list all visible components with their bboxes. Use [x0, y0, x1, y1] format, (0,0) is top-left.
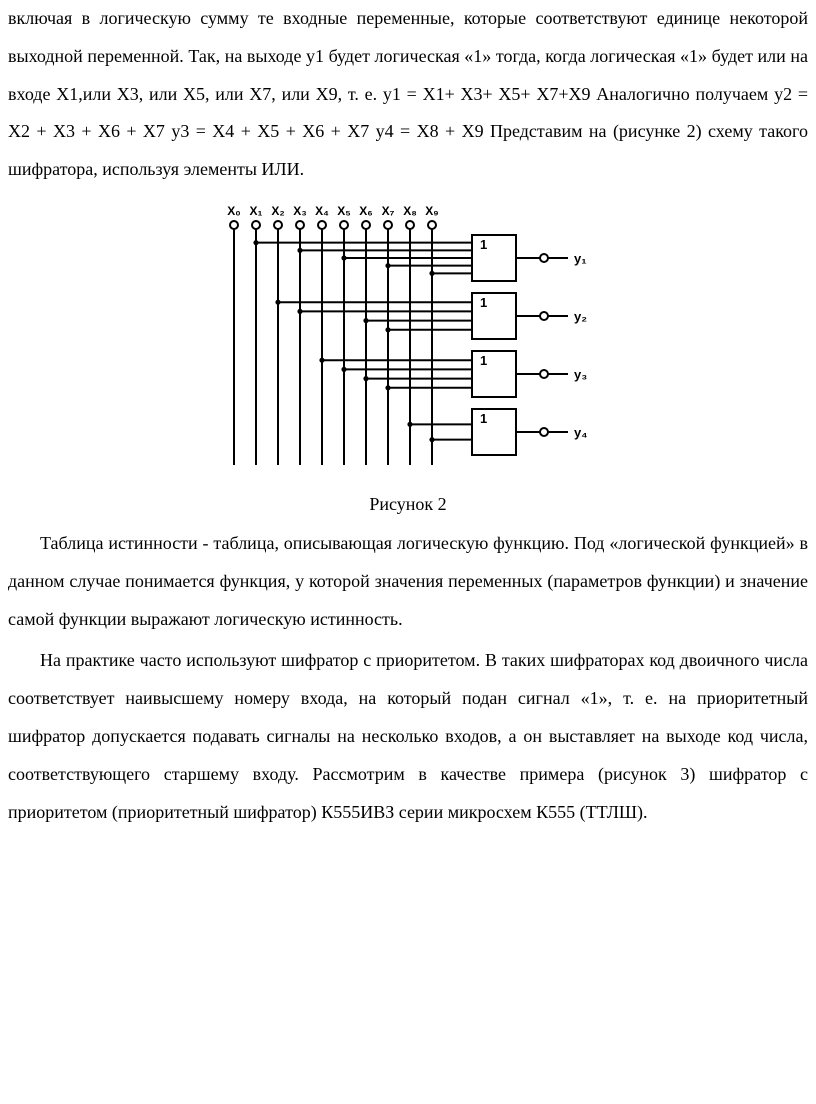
svg-text:X₉: X₉: [425, 204, 438, 218]
svg-text:X₅: X₅: [337, 204, 351, 218]
paragraph-1: включая в логическую сумму те входные пе…: [8, 0, 808, 189]
svg-text:X₀: X₀: [227, 204, 240, 218]
paragraph-3: На практике часто используют шифратор с …: [8, 642, 808, 831]
svg-text:1: 1: [480, 353, 487, 368]
svg-text:1: 1: [480, 295, 487, 310]
svg-text:X₆: X₆: [359, 204, 372, 218]
svg-text:X₈: X₈: [403, 204, 417, 218]
svg-text:y₂: y₂: [574, 309, 587, 324]
svg-text:1: 1: [480, 237, 487, 252]
svg-text:X₁: X₁: [250, 204, 263, 218]
encoder-diagram: X₀ X₁ X₂ X₃ X₄ X₅ X₆ X₇ X₈ X₉ 1 y₁ 1 y₂ 1 y₃ 1 y₄: [188, 203, 628, 483]
figure-2-container: X₀ X₁ X₂ X₃ X₄ X₅ X₆ X₇ X₈ X₉ 1 y₁ 1 y₂ 1 y₃ 1 y₄ Рисунок…: [8, 203, 808, 515]
svg-text:y₁: y₁: [574, 251, 587, 266]
svg-text:X₇: X₇: [382, 204, 395, 218]
svg-text:y₄: y₄: [574, 425, 587, 440]
figure-caption: Рисунок 2: [8, 494, 808, 515]
svg-text:1: 1: [480, 411, 487, 426]
svg-text:y₃: y₃: [574, 367, 587, 382]
svg-text:X₃: X₃: [293, 204, 307, 218]
paragraph-2: Таблица истинности - таблица, описывающа…: [8, 525, 808, 638]
svg-text:X₄: X₄: [315, 204, 329, 218]
svg-text:X₂: X₂: [271, 204, 284, 218]
